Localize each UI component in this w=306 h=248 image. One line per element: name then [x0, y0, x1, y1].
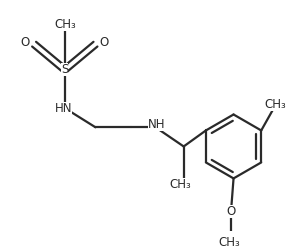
Text: CH₃: CH₃ [219, 236, 241, 248]
Text: HN: HN [55, 102, 72, 115]
Text: O: O [21, 36, 30, 49]
Text: O: O [226, 205, 236, 218]
Text: S: S [61, 63, 69, 76]
Text: CH₃: CH₃ [169, 178, 191, 190]
Text: CH₃: CH₃ [264, 98, 286, 111]
Text: NH: NH [148, 118, 166, 131]
Text: CH₃: CH₃ [54, 19, 76, 31]
Text: O: O [100, 36, 109, 49]
